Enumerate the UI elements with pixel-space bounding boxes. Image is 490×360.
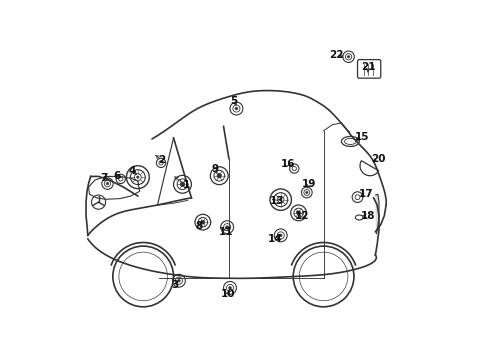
Circle shape — [217, 174, 221, 178]
Circle shape — [347, 55, 350, 58]
Circle shape — [235, 107, 238, 110]
Text: 1: 1 — [182, 180, 190, 190]
Text: 22: 22 — [329, 50, 343, 60]
Text: 19: 19 — [302, 179, 317, 189]
Text: 14: 14 — [268, 234, 283, 244]
Text: 10: 10 — [221, 289, 236, 299]
Circle shape — [280, 199, 282, 201]
Circle shape — [201, 220, 205, 224]
Text: 3: 3 — [172, 280, 179, 291]
Circle shape — [229, 287, 231, 289]
Text: 7: 7 — [100, 173, 108, 183]
Polygon shape — [376, 194, 379, 234]
Text: 6: 6 — [114, 171, 121, 181]
Circle shape — [178, 279, 180, 282]
Text: 17: 17 — [359, 189, 374, 199]
Text: 18: 18 — [361, 211, 375, 221]
Circle shape — [226, 226, 228, 229]
Text: 9: 9 — [211, 164, 218, 174]
Text: 13: 13 — [270, 197, 284, 206]
Text: 12: 12 — [295, 211, 309, 221]
Circle shape — [106, 183, 109, 185]
Text: 4: 4 — [129, 166, 136, 176]
Circle shape — [279, 234, 282, 237]
Text: 5: 5 — [231, 96, 238, 107]
Text: 8: 8 — [196, 221, 203, 231]
Circle shape — [180, 182, 185, 186]
Text: 16: 16 — [281, 159, 295, 169]
Text: 20: 20 — [371, 154, 386, 163]
Text: 11: 11 — [219, 227, 234, 237]
Circle shape — [306, 192, 308, 194]
Text: 2: 2 — [158, 156, 166, 165]
Text: 21: 21 — [361, 63, 375, 72]
Circle shape — [296, 211, 300, 215]
Text: 15: 15 — [355, 132, 369, 142]
Circle shape — [137, 176, 139, 178]
